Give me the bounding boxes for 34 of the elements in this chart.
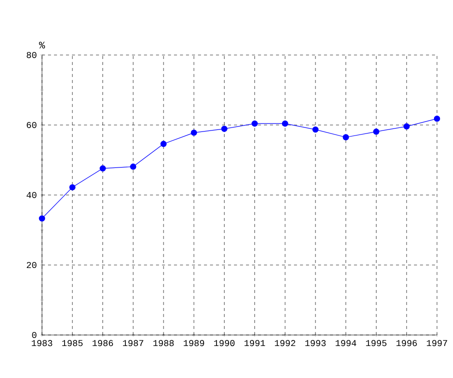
x-tick-label: 1995	[366, 340, 386, 346]
point	[404, 123, 410, 130]
point	[69, 184, 76, 190]
y-tick-label: 40	[26, 192, 36, 198]
x-tick-label: 1987	[122, 340, 144, 346]
x-tick-label: 1992	[274, 340, 296, 346]
point	[342, 134, 349, 140]
y-tick-label: 80	[26, 52, 36, 58]
y-tick-label: 60	[26, 122, 36, 128]
x-tick-label: 1988	[153, 340, 174, 346]
point	[282, 120, 288, 127]
point	[160, 140, 167, 148]
x-tick-label: 1993	[305, 340, 326, 346]
point	[373, 128, 380, 135]
y-tick-label: 0	[32, 332, 36, 338]
point	[252, 120, 258, 127]
point	[190, 130, 198, 136]
x-tick-label: 1994	[336, 340, 356, 346]
point	[38, 215, 46, 222]
x-tick-label: 1986	[92, 340, 113, 346]
point	[312, 126, 319, 133]
x-tick-label: 1996	[396, 340, 417, 346]
x-tick-label: 1983	[32, 340, 52, 346]
x-tick-label: 1990	[214, 340, 235, 346]
y-tick-label: 20	[26, 262, 36, 268]
x-tick-label: 1991	[244, 340, 266, 346]
x-tick-label: 1989	[184, 340, 204, 346]
x-tick-label: 1985	[62, 340, 83, 346]
point	[100, 165, 106, 172]
point	[434, 116, 440, 122]
point	[130, 164, 136, 170]
point	[221, 126, 228, 132]
y-axis-title: %	[39, 42, 46, 48]
x-tick-label: 1997	[426, 340, 448, 346]
